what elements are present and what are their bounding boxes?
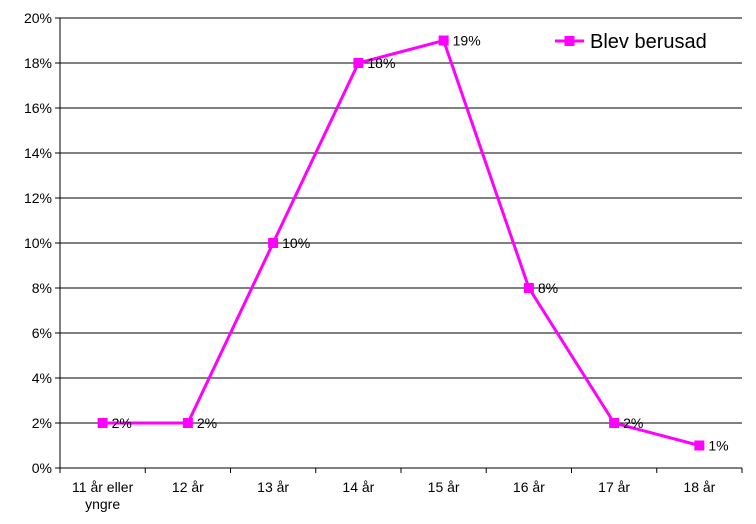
data-label: 19% <box>453 33 481 49</box>
data-point-marker <box>268 238 279 248</box>
y-tick-label: 14% <box>24 145 52 161</box>
x-tick-label: 16 år <box>513 479 545 495</box>
data-label: 1% <box>708 438 728 454</box>
x-tick-label: 12 år <box>172 479 204 495</box>
data-label: 8% <box>538 280 558 296</box>
data-point-marker <box>353 58 364 68</box>
x-axis-ticks: 11 år eller yngre 12 år 13 år 14 år 15 år 16 å… <box>59 468 743 512</box>
x-tick-label: 13 år <box>257 479 289 495</box>
legend-label: Blev berusad <box>590 31 707 53</box>
y-tick-label: 18% <box>24 55 52 71</box>
data-label: 18% <box>367 55 395 71</box>
y-tick-label: 0% <box>32 460 52 476</box>
series-line <box>102 38 700 447</box>
series-line-group <box>102 38 700 447</box>
data-point-marker <box>694 440 705 451</box>
x-tick-label: 18 år <box>683 479 715 495</box>
y-tick-label: 12% <box>24 190 52 206</box>
series-markers <box>97 35 705 451</box>
data-label: 2% <box>197 415 217 431</box>
data-point-marker <box>438 35 449 46</box>
y-tick-label: 16% <box>24 100 52 116</box>
data-point-marker <box>97 418 108 428</box>
x-tick-label: 11 år eller yngre <box>72 479 134 512</box>
data-labels: 2% 2% 10% 18% 19% 8% 2% 1% <box>112 33 729 454</box>
data-label: 2% <box>112 415 132 431</box>
y-tick-label: 10% <box>24 235 52 251</box>
data-point-marker <box>609 418 620 428</box>
data-point-marker <box>182 418 193 428</box>
data-label: 2% <box>623 415 643 431</box>
y-tick-label: 20% <box>24 10 52 26</box>
y-axis-ticks: 0% 2% 4% 6% 8% 10% 12% 14% 16% 18% 20% <box>24 10 60 476</box>
y-tick-label: 8% <box>32 280 52 296</box>
data-label: 10% <box>282 235 310 251</box>
x-tick-label: 17 år <box>598 479 630 495</box>
legend-marker-swatch <box>564 36 575 46</box>
x-tick-label: 15 år <box>428 479 460 495</box>
y-tick-label: 4% <box>32 370 52 386</box>
data-point-marker <box>523 283 534 293</box>
legend: Blev berusad <box>555 31 707 53</box>
y-tick-label: 6% <box>32 325 52 341</box>
x-tick-label: 14 år <box>342 479 374 495</box>
y-tick-label: 2% <box>32 415 52 431</box>
gridlines <box>60 17 742 424</box>
